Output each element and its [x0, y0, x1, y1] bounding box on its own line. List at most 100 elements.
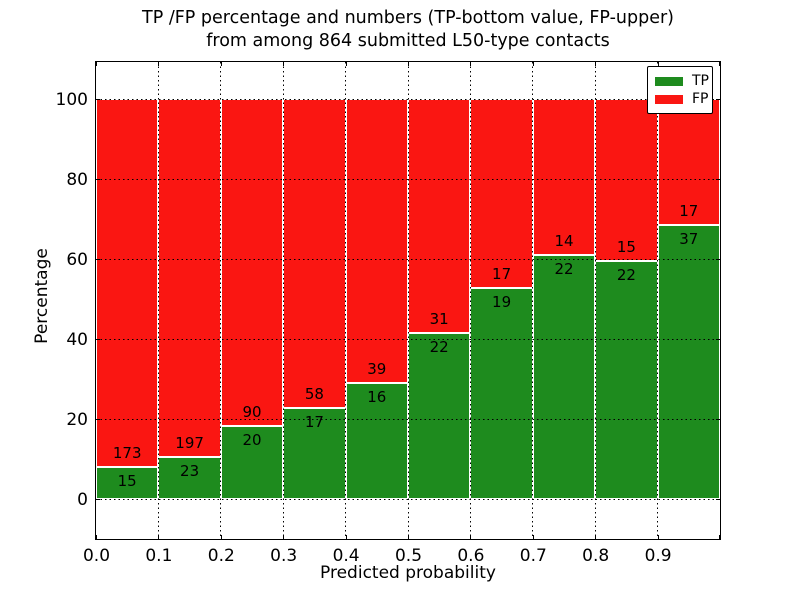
- bar-tp-0: [96, 467, 159, 499]
- tp-count-label-5: 22: [429, 337, 449, 356]
- xtick-mark-top-0: [96, 62, 97, 66]
- bar-fp-1: [158, 99, 221, 458]
- chart-title: TP /FP percentage and numbers (TP-bottom…: [96, 7, 720, 53]
- legend-label-fp: FP: [692, 91, 709, 107]
- ytick-mark-right-80: [716, 179, 720, 180]
- y-tick-label-100: 100: [55, 89, 88, 110]
- tp-count-label-8: 22: [616, 266, 636, 285]
- gridline-v-0.4: [345, 62, 347, 539]
- xtick-mark-bottom-0: [96, 535, 97, 539]
- bar-fp-5: [408, 99, 471, 333]
- y-tick-label-40: 40: [66, 329, 88, 350]
- fp-count-label-0: 173: [112, 444, 142, 463]
- xtick-mark-top-9: [657, 62, 659, 66]
- xtick-mark-bottom-6: [470, 535, 472, 539]
- tp-count-label-9: 37: [679, 229, 699, 248]
- xtick-mark-bottom-7: [532, 535, 534, 539]
- fp-count-label-1: 197: [175, 434, 204, 453]
- x-tick-label-0.1: 0.1: [145, 545, 173, 566]
- xtick-mark-top-1: [158, 62, 160, 66]
- ytick-mark-right-60: [716, 259, 720, 260]
- tp-count-label-2: 20: [242, 431, 262, 450]
- tp-count-label-7: 22: [554, 259, 574, 278]
- xtick-mark-bottom-2: [220, 535, 222, 539]
- fp-count-label-8: 15: [616, 238, 636, 257]
- gridline-v-0.7: [532, 62, 534, 539]
- fp-color-swatch-icon: [655, 94, 683, 104]
- y-tick-label-0: 0: [77, 489, 88, 510]
- bar-fp-0: [96, 99, 159, 468]
- ytick-mark-left-80: [96, 179, 100, 180]
- bar-tp-1: [158, 457, 221, 499]
- xtick-mark-bottom-3: [283, 535, 285, 539]
- ytick-mark-left-20: [96, 419, 100, 420]
- fp-count-label-6: 17: [492, 264, 512, 283]
- y-tick-label-60: 60: [66, 249, 88, 270]
- x-tick-label-0.8: 0.8: [582, 545, 610, 566]
- xtick-mark-top-2: [220, 62, 222, 66]
- x-tick-label-0.7: 0.7: [519, 545, 547, 566]
- xtick-mark-bottom-9: [657, 535, 659, 539]
- tp-color-swatch-icon: [655, 76, 683, 86]
- bar-tp-8: [595, 261, 658, 499]
- xtick-mark-bottom-10: [719, 535, 720, 539]
- xtick-mark-bottom-8: [595, 535, 597, 539]
- bar-fp-7: [532, 99, 596, 255]
- bar-tp-2: [220, 426, 284, 499]
- bar-fp-3: [283, 99, 346, 409]
- x-tick-label-0.9: 0.9: [644, 545, 672, 566]
- tp-count-label-4: 16: [367, 387, 387, 406]
- ytick-mark-right-100: [716, 99, 720, 100]
- bar-fp-4: [345, 99, 408, 383]
- gridline-v-0.9: [657, 62, 659, 539]
- xtick-mark-bottom-5: [408, 535, 409, 539]
- x-tick-label-0.5: 0.5: [394, 545, 423, 566]
- xtick-mark-bottom-4: [345, 535, 347, 539]
- gridline-v-0.6: [469, 62, 471, 539]
- y-tick-label-80: 80: [66, 169, 88, 190]
- bar-fp-8: [595, 99, 658, 262]
- x-tick-label-0.2: 0.2: [207, 545, 235, 566]
- xtick-mark-top-4: [345, 62, 347, 66]
- gridline-v-0.3: [282, 62, 284, 539]
- chart-title-line-1: TP /FP percentage and numbers (TP-bottom…: [142, 8, 674, 28]
- ytick-mark-left-100: [96, 99, 100, 100]
- bar-fp-2: [220, 99, 284, 427]
- fp-count-label-4: 39: [367, 359, 387, 378]
- legend-label-tp: TP: [692, 73, 709, 89]
- gridline-v-0.5: [407, 62, 409, 539]
- x-tick-label-0.4: 0.4: [332, 545, 360, 566]
- tp-count-label-6: 19: [492, 292, 512, 311]
- bar-tp-4: [345, 382, 408, 499]
- bar-tp-5: [408, 332, 471, 499]
- legend: TP FP: [647, 66, 713, 114]
- x-tick-label-0.6: 0.6: [457, 545, 485, 566]
- bar-tp-9: [657, 224, 720, 499]
- legend-item-fp: FP: [655, 90, 709, 108]
- fp-count-label-2: 90: [242, 403, 262, 422]
- y-tick-label-20: 20: [66, 409, 88, 430]
- ytick-mark-left-60: [96, 259, 100, 260]
- ytick-mark-right-0: [716, 499, 720, 500]
- tp-count-label-0: 15: [117, 472, 137, 491]
- tp-count-label-3: 17: [304, 413, 324, 432]
- gridline-v-0.2: [220, 62, 222, 539]
- bar-tp-7: [532, 254, 596, 499]
- x-axis-label: Predicted probability: [320, 563, 496, 583]
- chart-title-line-2: from among 864 submitted L50-type contac…: [206, 31, 610, 51]
- xtick-mark-top-7: [532, 62, 534, 66]
- x-tick-label-0.3: 0.3: [270, 545, 298, 566]
- ytick-mark-right-20: [716, 419, 720, 420]
- xtick-mark-top-5: [408, 62, 409, 66]
- tp-count-label-1: 23: [180, 462, 200, 481]
- fp-count-label-7: 14: [554, 231, 574, 250]
- legend-item-tp: TP: [655, 72, 709, 90]
- gridline-v-0.8: [594, 62, 596, 539]
- bar-tp-3: [283, 408, 346, 499]
- ytick-mark-left-0: [96, 499, 100, 500]
- fp-count-label-5: 31: [429, 309, 449, 328]
- plot-area: 173 15 197 23 90 20 58 17 39 16 31 22 17 19 14 22 15 22 17…: [95, 61, 721, 540]
- bar-fp-6: [470, 99, 533, 288]
- ytick-mark-right-40: [716, 339, 720, 340]
